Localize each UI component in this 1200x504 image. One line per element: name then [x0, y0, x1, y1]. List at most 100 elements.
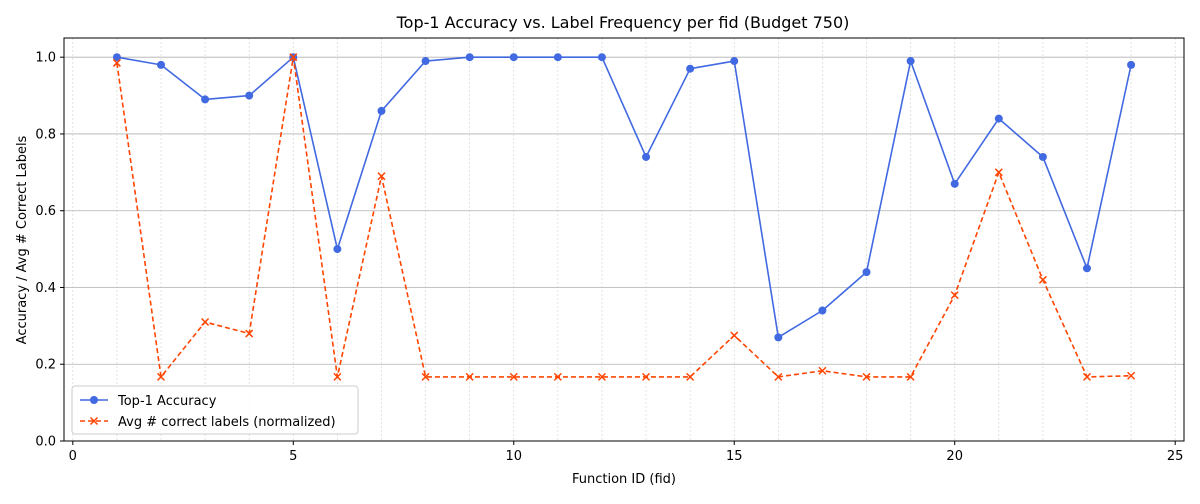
- data-point: [201, 317, 210, 327]
- data-point: [377, 106, 386, 115]
- x-marker-stroke: [1082, 372, 1092, 381]
- x-marker-stroke: [553, 372, 562, 381]
- data-point: [906, 57, 915, 66]
- data-point: [862, 268, 871, 277]
- legend-label-accuracy: Top-1 Accuracy: [117, 394, 217, 409]
- data-point: [245, 329, 254, 338]
- data-point: [950, 179, 959, 188]
- y-tick-label: 0.8: [35, 127, 56, 142]
- x-marker-stroke: [730, 331, 739, 340]
- data-point: [774, 333, 783, 342]
- legend: Top-1 Accuracy Avg # correct labels (nor…: [71, 385, 359, 435]
- series-line-1: [116, 56, 1132, 378]
- x-tick-label: 5: [289, 449, 297, 464]
- data-point: [1127, 60, 1136, 69]
- x-marker-stroke: [509, 372, 518, 381]
- y-tick-label: 1.0: [35, 51, 56, 66]
- data-point: [509, 372, 518, 381]
- data-point: [950, 291, 959, 300]
- x-marker-stroke: [994, 168, 1003, 177]
- data-point: [333, 245, 342, 254]
- y-tick-label: 0.0: [35, 435, 56, 450]
- x-tick-label: 10: [505, 449, 522, 464]
- data-point: [994, 114, 1003, 123]
- legend-marker-accuracy: [90, 396, 98, 404]
- series-layer: [112, 53, 1136, 381]
- data-point: [994, 168, 1003, 177]
- x-marker-stroke: [289, 53, 298, 62]
- x-marker-stroke: [818, 366, 827, 375]
- data-point: [112, 53, 121, 62]
- data-point: [112, 58, 121, 67]
- data-point: [686, 64, 695, 73]
- grid-layer: [64, 38, 1184, 442]
- data-point: [597, 53, 606, 62]
- x-marker-stroke: [862, 372, 871, 381]
- data-point: [1127, 371, 1136, 380]
- y-tick-label: 0.4: [35, 281, 56, 296]
- x-marker-stroke: [686, 372, 695, 381]
- x-marker-stroke: [774, 372, 783, 381]
- y-tick-label: 0.6: [35, 204, 56, 219]
- data-point: [818, 306, 827, 315]
- data-point: [201, 95, 210, 104]
- x-marker-stroke: [112, 58, 121, 67]
- x-marker-stroke: [1127, 371, 1136, 380]
- data-point: [157, 60, 166, 69]
- x-marker-stroke: [421, 372, 430, 381]
- x-marker-stroke: [377, 172, 386, 181]
- data-point: [156, 372, 166, 381]
- data-point: [730, 331, 739, 340]
- x-axis-title: Function ID (fid): [572, 472, 676, 487]
- x-marker-stroke: [156, 372, 166, 381]
- data-point: [421, 57, 430, 66]
- data-point: [818, 366, 827, 375]
- x-marker-stroke: [950, 291, 959, 300]
- data-point: [245, 91, 254, 100]
- x-tick-label: 20: [946, 449, 963, 464]
- data-point: [642, 152, 651, 161]
- data-point: [553, 53, 562, 62]
- data-point: [553, 372, 562, 381]
- legend-label-labels: Avg # correct labels (normalized): [118, 415, 336, 430]
- x-tick-label: 25: [1167, 449, 1184, 464]
- data-point: [465, 372, 474, 381]
- x-marker-stroke: [597, 372, 606, 381]
- data-point: [774, 372, 783, 381]
- data-point: [906, 372, 915, 381]
- data-point: [642, 372, 651, 381]
- data-point: [421, 372, 430, 381]
- plot-frame: [63, 37, 1185, 442]
- data-point: [465, 53, 474, 62]
- x-marker-stroke: [465, 372, 474, 381]
- data-point: [1082, 264, 1091, 273]
- legend-marker-labels: [89, 416, 99, 426]
- x-tick-label: 15: [726, 449, 743, 464]
- data-point: [1038, 152, 1047, 161]
- x-marker-stroke: [333, 372, 342, 381]
- x-marker-stroke: [89, 416, 99, 426]
- data-point: [289, 53, 298, 62]
- x-marker-stroke: [906, 372, 915, 381]
- data-point: [686, 372, 695, 381]
- tick-layer: 0 5 10 15 20 25 0.0 0.2 0.4 0.6 0.8 1.0: [35, 51, 1183, 464]
- legend-box: [71, 385, 359, 435]
- data-point: [862, 372, 871, 381]
- data-point: [377, 172, 386, 181]
- data-point: [1082, 372, 1092, 381]
- series-line-0: [116, 56, 1132, 339]
- x-marker-stroke: [201, 317, 210, 327]
- chart-title: Top-1 Accuracy vs. Label Frequency per f…: [396, 13, 850, 32]
- data-point: [730, 57, 739, 66]
- y-axis-title: Accuracy / Avg # Correct Labels: [15, 135, 30, 344]
- data-point: [1038, 275, 1047, 284]
- x-tick-label: 0: [69, 449, 77, 464]
- y-tick-label: 0.2: [35, 358, 56, 373]
- data-point: [597, 372, 606, 381]
- x-marker-stroke: [642, 372, 651, 381]
- data-point: [509, 53, 518, 62]
- x-marker-stroke: [1038, 275, 1047, 284]
- x-marker-stroke: [245, 329, 254, 338]
